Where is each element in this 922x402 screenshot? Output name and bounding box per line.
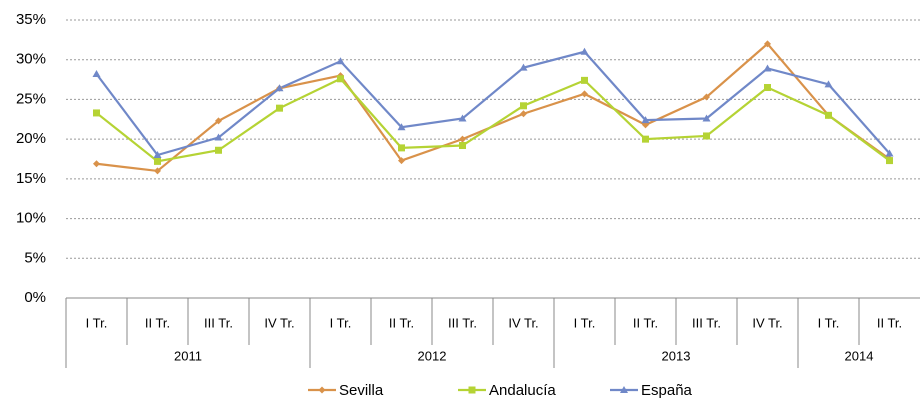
marker (520, 110, 527, 118)
marker (459, 141, 466, 149)
marker (702, 114, 711, 122)
x-tick-label: I Tr. (818, 315, 840, 330)
marker (214, 133, 223, 141)
y-tick-label: 30% (16, 51, 46, 68)
group-label: 2013 (662, 348, 691, 363)
marker (581, 76, 588, 84)
marker (154, 157, 161, 165)
x-tick-label: IV Tr. (508, 315, 538, 330)
marker (520, 102, 527, 110)
marker (468, 386, 476, 394)
marker (92, 70, 101, 78)
x-tick-label: II Tr. (145, 315, 170, 330)
y-tick-label: 25% (16, 90, 46, 107)
x-tick-label: IV Tr. (264, 315, 294, 330)
marker (581, 90, 588, 98)
x-tick-label: II Tr. (877, 315, 902, 330)
x-tick-label: III Tr. (448, 315, 477, 330)
marker (398, 157, 405, 165)
marker (519, 63, 528, 71)
marker (336, 57, 345, 65)
marker (398, 144, 405, 152)
marker (642, 135, 649, 143)
x-tick-label: III Tr. (692, 315, 721, 330)
marker (580, 47, 589, 55)
x-tick-label: I Tr. (574, 315, 596, 330)
marker (763, 64, 772, 72)
y-tick-label: 35% (16, 11, 46, 28)
marker (93, 109, 100, 117)
group-label: 2012 (418, 348, 447, 363)
marker (642, 121, 649, 129)
marker (824, 80, 833, 88)
x-tick-label: I Tr. (86, 315, 108, 330)
series-line (95, 77, 891, 163)
series-line (95, 50, 891, 157)
y-tick-label: 20% (16, 130, 46, 147)
marker (318, 386, 326, 394)
marker (885, 149, 894, 157)
marker (459, 135, 466, 143)
x-tick-label: IV Tr. (752, 315, 782, 330)
legend-label: Andalucía (489, 382, 556, 399)
marker (825, 111, 832, 119)
y-tick-label: 15% (16, 170, 46, 187)
x-tick-label: II Tr. (633, 315, 658, 330)
marker (641, 116, 650, 124)
group-label: 2014 (845, 348, 874, 363)
marker (620, 386, 628, 393)
x-tick-label: II Tr. (389, 315, 414, 330)
marker (458, 114, 467, 122)
x-tick-label: III Tr. (204, 315, 233, 330)
x-tick-label: I Tr. (330, 315, 352, 330)
legend-label: España (641, 382, 693, 399)
marker (215, 117, 222, 125)
marker (154, 167, 161, 175)
group-label: 2011 (174, 348, 202, 363)
marker (337, 75, 344, 83)
marker (215, 146, 222, 154)
legend-label: Sevilla (339, 382, 384, 399)
y-tick-label: 10% (16, 210, 46, 227)
marker (764, 40, 771, 48)
marker (886, 157, 893, 165)
marker (703, 93, 710, 101)
marker (153, 151, 162, 159)
marker (275, 84, 284, 92)
marker (764, 84, 771, 92)
marker (397, 123, 406, 131)
marker (703, 132, 710, 140)
marker (93, 160, 100, 168)
marker (276, 104, 283, 112)
y-tick-label: 0% (24, 289, 46, 306)
y-tick-label: 5% (24, 249, 46, 266)
